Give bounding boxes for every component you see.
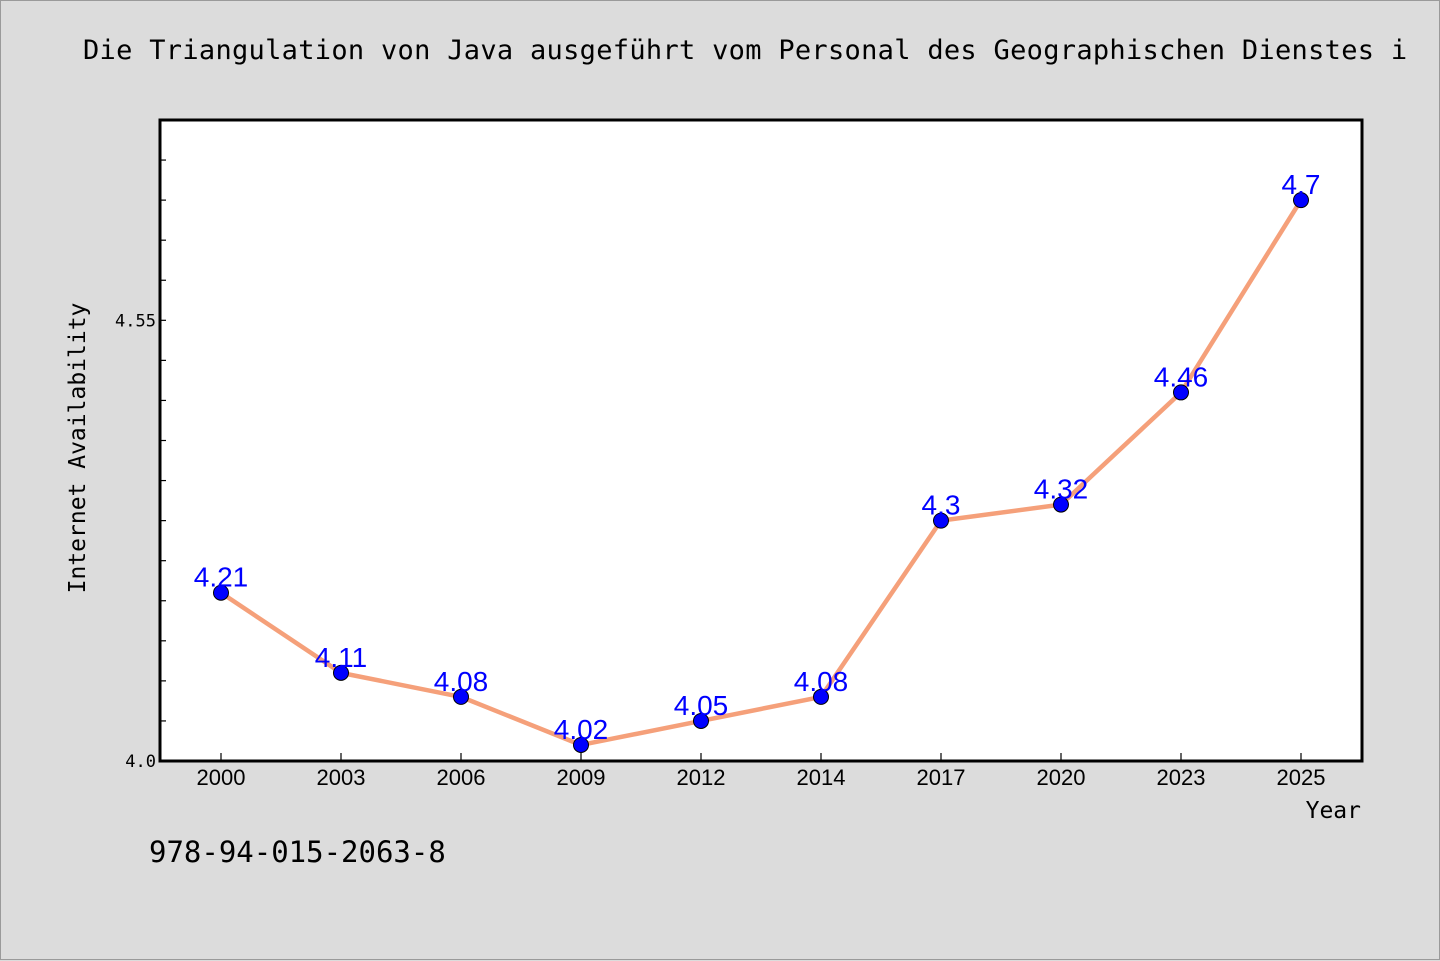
data-point — [933, 512, 949, 529]
data-label-group: 4.21 4.11 4.08 4.02 4.05 4.08 4.3 4.32 4.46 4.7 — [194, 169, 1321, 745]
series-line-group — [219, 198, 1303, 748]
chart-title: Die Triangulation von Java ausgeführt vo… — [83, 35, 1408, 66]
data-label: 4.08 — [434, 666, 489, 697]
y-axis-tick-labels: 4.0 4.55 — [115, 311, 156, 772]
x-tick-label: 2006 — [437, 765, 486, 790]
x-tick-label: 2017 — [917, 765, 966, 790]
plot-frame — [158, 118, 1364, 763]
x-tick-label: 2023 — [1157, 765, 1206, 790]
x-tick-label: 2025 — [1277, 765, 1326, 790]
series-marker-group — [213, 192, 1309, 753]
y-axis-title: Internet Availability — [65, 303, 91, 594]
data-point — [1173, 384, 1189, 401]
data-point — [693, 712, 709, 729]
data-label: 4.11 — [315, 642, 367, 673]
y-tick-label: 4.0 — [125, 752, 156, 772]
data-label: 4.08 — [794, 666, 849, 697]
data-label: 4.02 — [554, 714, 609, 745]
data-label: 4.7 — [1282, 169, 1321, 200]
data-label: 4.46 — [1154, 361, 1209, 392]
x-tick-label: 2020 — [1037, 765, 1086, 790]
x-tick-label: 2000 — [197, 765, 246, 790]
x-tick-label: 2009 — [557, 765, 606, 790]
data-point — [333, 664, 349, 681]
x-tick-label: 2012 — [677, 765, 726, 790]
y-tick-label: 4.55 — [115, 311, 156, 331]
x-tick-label: 2003 — [317, 765, 366, 790]
x-axis-title: Year — [1306, 798, 1361, 824]
data-label: 4.05 — [674, 690, 729, 721]
isbn-note: 978-94-015-2063-8 — [149, 835, 446, 869]
data-point — [213, 584, 229, 601]
x-axis-tick-labels: 2000 2003 2006 2009 2012 2014 2017 2020 2023 2025 — [197, 765, 1326, 790]
series-line — [219, 198, 1303, 748]
x-tick-label: 2014 — [797, 765, 846, 790]
data-point — [573, 736, 589, 753]
data-point — [453, 688, 469, 705]
data-label: 4.32 — [1034, 474, 1089, 505]
data-label: 4.21 — [194, 562, 249, 593]
data-label: 4.3 — [922, 490, 961, 521]
data-point — [813, 688, 829, 705]
data-point — [1293, 192, 1309, 209]
plot-area — [160, 120, 1362, 761]
data-point — [1053, 496, 1069, 513]
